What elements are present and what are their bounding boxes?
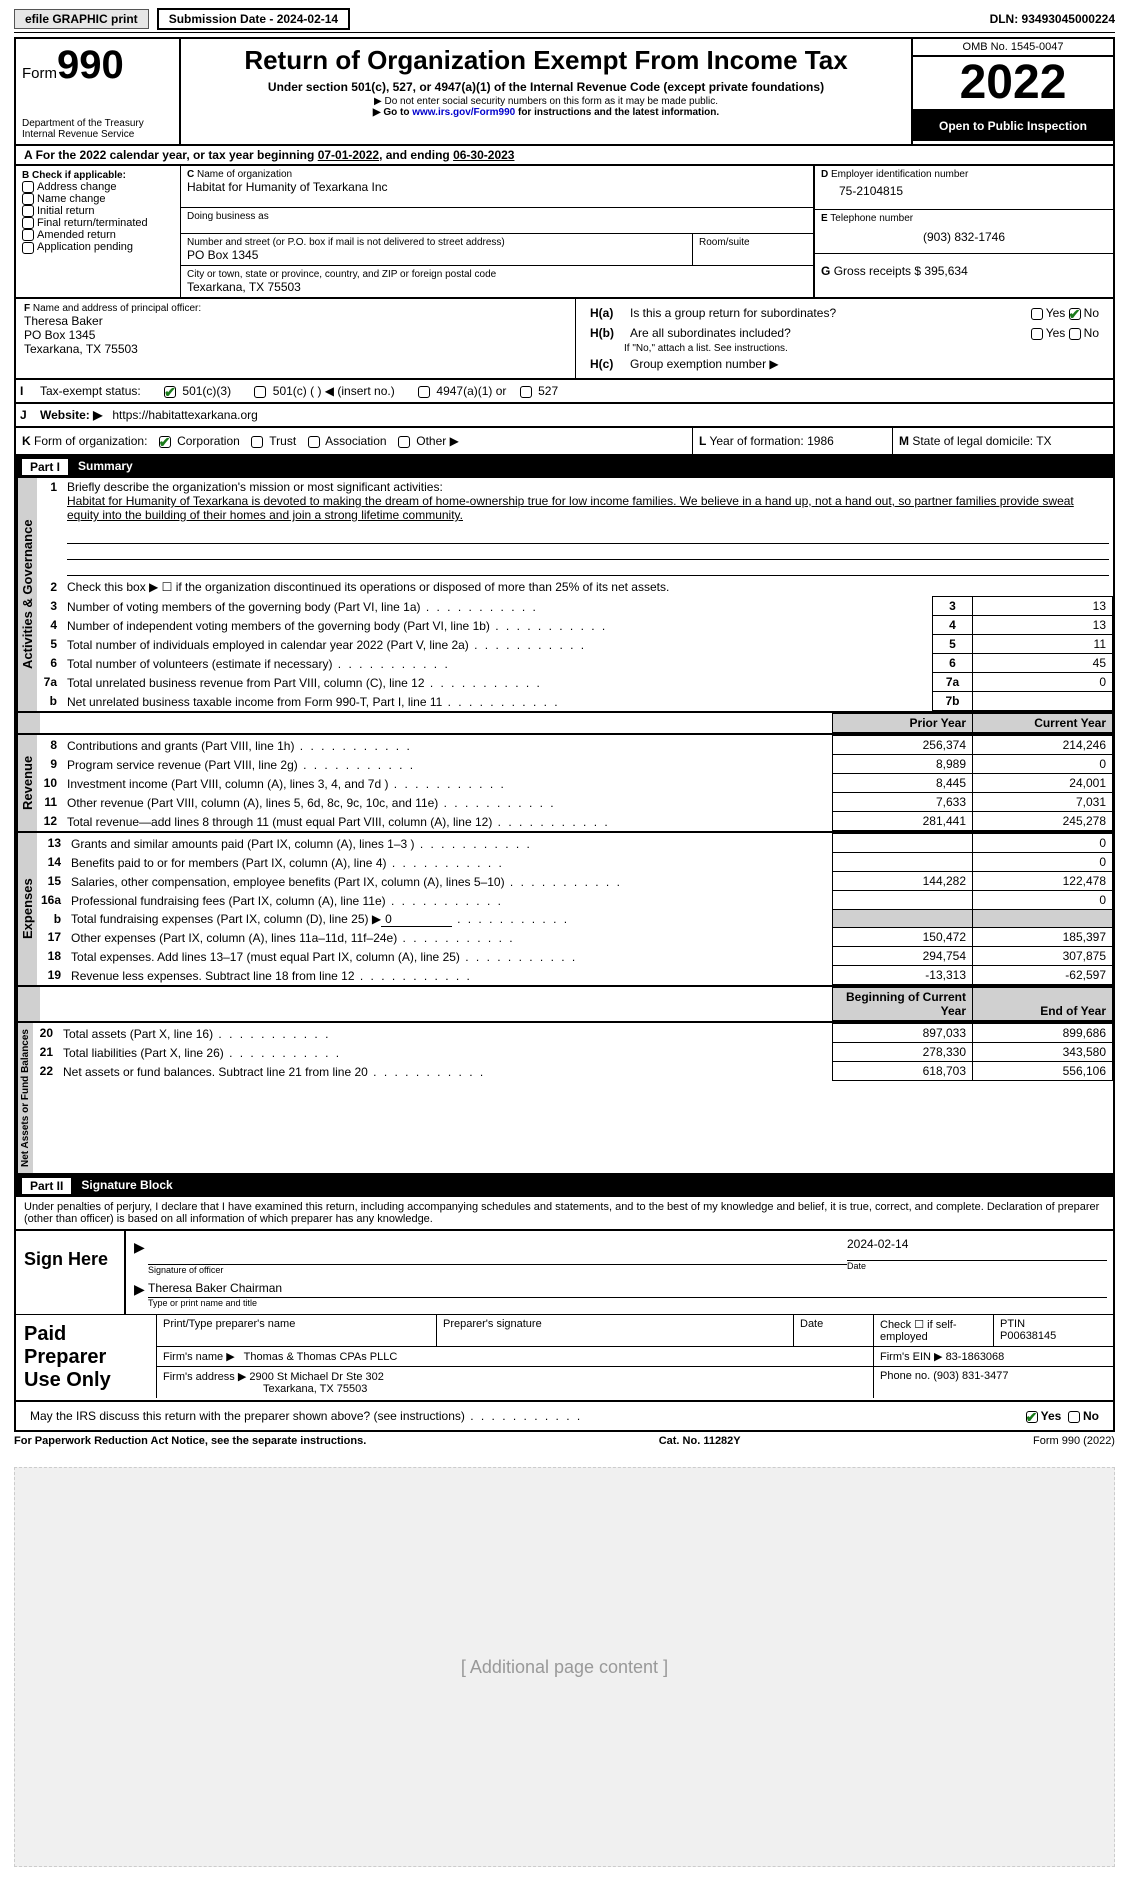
cb-app-pending[interactable] xyxy=(22,242,34,254)
cb-discuss-yes[interactable] xyxy=(1026,1411,1038,1423)
state-domicile: TX xyxy=(1036,434,1051,448)
website: https://habitattexarkana.org xyxy=(112,408,257,422)
cb-4947[interactable] xyxy=(418,386,430,398)
submission-date: Submission Date - 2024-02-14 xyxy=(157,8,350,30)
cb-ha-no[interactable] xyxy=(1069,308,1081,320)
sig-date-val: 2024-02-14 xyxy=(847,1237,1107,1261)
dln: DLN: 93493045000224 xyxy=(990,12,1115,26)
officer-typed: Theresa Baker Chairman xyxy=(148,1281,282,1295)
cb-527[interactable] xyxy=(520,386,532,398)
firm-ein: 83-1863068 xyxy=(946,1351,1005,1363)
irs-label: Internal Revenue Service xyxy=(22,129,173,140)
cb-501c3[interactable] xyxy=(164,386,176,398)
city: Texarkana, TX 75503 xyxy=(187,280,807,294)
org-name: Habitat for Humanity of Texarkana Inc xyxy=(187,180,807,194)
cb-final-return[interactable] xyxy=(22,217,34,229)
open-inspection: Open to Public Inspection xyxy=(913,111,1113,141)
vert-activities: Activities & Governance xyxy=(16,478,37,711)
entity-section: B Check if applicable: Address change Na… xyxy=(14,166,1115,299)
efile-btn[interactable]: efile GRAPHIC print xyxy=(14,9,149,29)
vert-netassets: Net Assets or Fund Balances xyxy=(16,1023,33,1173)
ein: 75-2104815 xyxy=(821,180,1107,206)
cb-amended-return[interactable] xyxy=(22,229,34,241)
part2-header: Part II Signature Block xyxy=(14,1175,1115,1197)
cb-ha-yes[interactable] xyxy=(1031,308,1043,320)
street: PO Box 1345 xyxy=(187,248,686,262)
cb-other[interactable] xyxy=(398,436,410,448)
header-row: Form990 Department of the Treasury Inter… xyxy=(14,37,1115,146)
form-number: Form990 xyxy=(22,43,173,88)
officer-name: Theresa Baker xyxy=(24,314,567,328)
cb-name-change[interactable] xyxy=(22,193,34,205)
cb-501c[interactable] xyxy=(254,386,266,398)
firm-addr1: 2900 St Michael Dr Ste 302 xyxy=(249,1371,384,1383)
note-goto: Go to www.irs.gov/Form990 for instructio… xyxy=(187,107,905,118)
cb-initial-return[interactable] xyxy=(22,205,34,217)
cb-discuss-no[interactable] xyxy=(1068,1411,1080,1423)
box-b: B Check if applicable: Address change Na… xyxy=(16,166,181,297)
page2-placeholder: [ Additional page content ] xyxy=(14,1467,1115,1867)
irs-link[interactable]: www.irs.gov/Form990 xyxy=(412,107,515,118)
period-line: A For the 2022 calendar year, or tax yea… xyxy=(14,146,1115,166)
form-title: Return of Organization Exempt From Incom… xyxy=(187,45,905,76)
vert-revenue: Revenue xyxy=(16,735,37,831)
vert-expenses: Expenses xyxy=(16,833,37,985)
ptin: P00638145 xyxy=(1000,1330,1107,1342)
gross-receipts: 395,634 xyxy=(924,264,967,278)
firm-addr2: Texarkana, TX 75503 xyxy=(263,1383,867,1395)
firm-phone: (903) 831-3477 xyxy=(933,1370,1008,1382)
form-page: efile GRAPHIC print Submission Date - 20… xyxy=(0,0,1129,1887)
firm-name: Thomas & Thomas CPAs PLLC xyxy=(244,1351,398,1363)
paid-preparer: Paid Preparer Use Only xyxy=(16,1315,156,1400)
part1-header: Part I Summary xyxy=(14,456,1115,478)
cb-hb-yes[interactable] xyxy=(1031,328,1043,340)
cb-address-change[interactable] xyxy=(22,181,34,193)
year-formed: 1986 xyxy=(807,434,834,448)
phone: (903) 832-1746 xyxy=(821,224,1107,250)
form-subtitle: Under section 501(c), 527, or 4947(a)(1)… xyxy=(187,80,905,94)
sign-here: Sign Here xyxy=(16,1231,126,1314)
dept-treasury: Department of the Treasury xyxy=(22,118,173,129)
cb-corp[interactable] xyxy=(159,436,171,448)
omb-number: OMB No. 1545-0047 xyxy=(913,39,1113,57)
officer-addr2: Texarkana, TX 75503 xyxy=(24,342,567,356)
footer: For Paperwork Reduction Act Notice, see … xyxy=(14,1435,1115,1447)
cb-trust[interactable] xyxy=(251,436,263,448)
officer-addr1: PO Box 1345 xyxy=(24,328,567,342)
declaration: Under penalties of perjury, I declare th… xyxy=(14,1197,1115,1231)
mission-text: Habitat for Humanity of Texarkana is dev… xyxy=(67,494,1109,522)
cb-hb-no[interactable] xyxy=(1069,328,1081,340)
note-ssn: Do not enter social security numbers on … xyxy=(187,96,905,107)
cb-assoc[interactable] xyxy=(308,436,320,448)
top-bar: efile GRAPHIC print Submission Date - 20… xyxy=(14,8,1115,33)
tax-year: 2022 xyxy=(913,57,1113,111)
